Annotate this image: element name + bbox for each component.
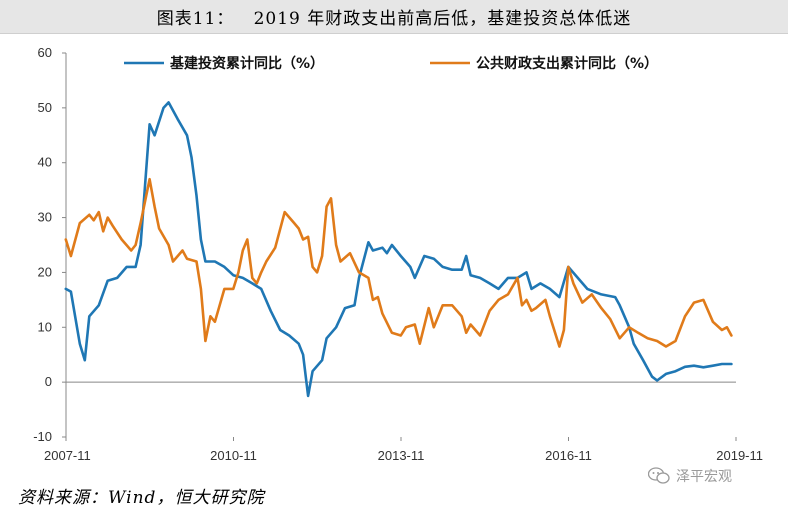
legend: 基建投资累计同比（%） 公共财政支出累计同比（%） <box>124 55 658 72</box>
x-tick-label: 2016-11 <box>545 448 592 463</box>
x-tick-label: 2013-11 <box>378 448 425 463</box>
line-chart: 60 50 40 30 20 10 0 -10 2007-11 2010-11 2013-11 201… <box>33 45 763 463</box>
y-tick-label: 0 <box>45 374 52 389</box>
y-tick-label: 50 <box>38 100 52 115</box>
y-tick-label: 20 <box>38 264 52 279</box>
legend-label-2: 公共财政支出累计同比（%） <box>476 55 658 72</box>
series-line-1 <box>64 101 733 398</box>
chart-title: 图表11： 2019 年财政支出前高后低，基建投资总体低迷 <box>156 9 632 29</box>
x-tick-label: 2007-11 <box>44 448 91 463</box>
source-note: 资料来源：Wind，恒大研究院 <box>18 488 265 508</box>
legend-label-1: 基建投资累计同比（%） <box>170 55 324 72</box>
series-line-2 <box>64 177 733 348</box>
y-tick-label: 40 <box>38 155 52 170</box>
x-tick-label: 2010-11 <box>210 448 257 463</box>
series-layer <box>64 101 733 398</box>
wechat-icon <box>648 467 670 484</box>
y-tick-label: 10 <box>38 319 52 334</box>
watermark-text: 泽平宏观 <box>676 469 732 485</box>
y-tick-label: 60 <box>38 45 52 60</box>
title-bar: 图表11： 2019 年财政支出前高后低，基建投资总体低迷 <box>0 0 788 34</box>
axes: 60 50 40 30 20 10 0 -10 2007-11 2010-11 2013-11 201… <box>33 45 763 463</box>
y-tick-label: -10 <box>33 429 52 444</box>
x-tick-label: 2019-11 <box>716 448 763 463</box>
y-tick-label: 30 <box>38 210 52 225</box>
watermark: 泽平宏观 <box>648 466 732 486</box>
